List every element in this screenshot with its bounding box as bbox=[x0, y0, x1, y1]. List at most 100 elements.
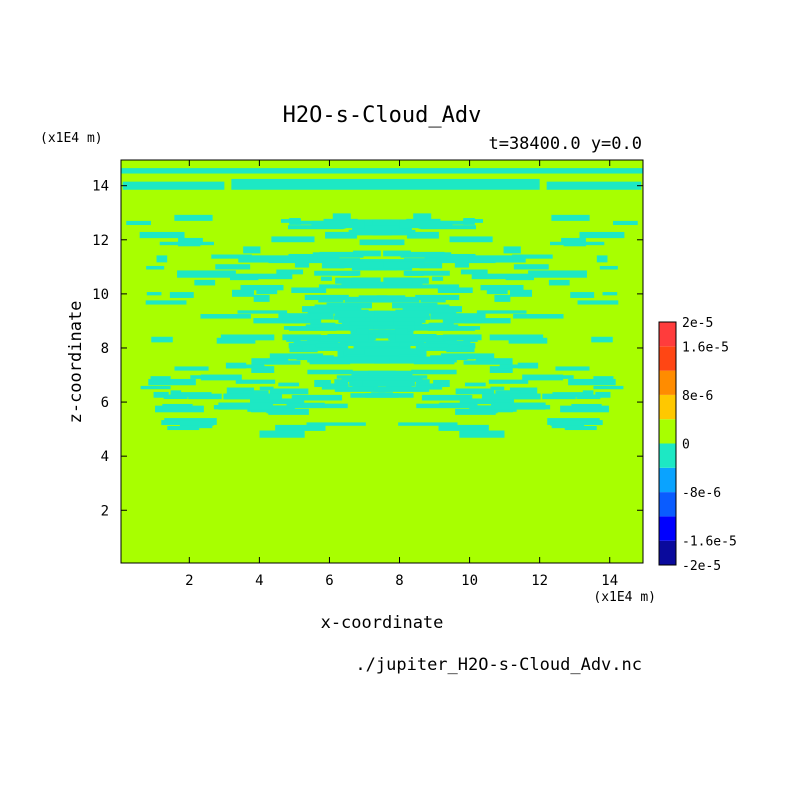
filament-patch bbox=[294, 261, 310, 268]
filament-patch bbox=[613, 220, 638, 226]
colorbar-cell bbox=[659, 467, 676, 493]
x-tick-label: 2 bbox=[185, 573, 193, 589]
filament-patch bbox=[552, 392, 587, 397]
filament-patch bbox=[269, 388, 309, 395]
filament-patch bbox=[170, 390, 182, 397]
filament-patch bbox=[302, 344, 349, 351]
filament-patch bbox=[341, 377, 384, 383]
negative-region-4 bbox=[546, 181, 642, 190]
x-axis-ticks: 2 4 6 8 10 12 14 bbox=[185, 160, 618, 589]
filament-patch bbox=[551, 214, 590, 221]
filament-patch bbox=[413, 213, 432, 221]
filament-patch bbox=[512, 254, 553, 259]
colorbar-frame bbox=[658, 321, 677, 566]
y-axis-ticks: 2 4 6 8 10 12 14 bbox=[92, 179, 643, 519]
filament-patch bbox=[570, 292, 595, 298]
filament-patch bbox=[508, 337, 548, 344]
filament-patch bbox=[291, 287, 327, 293]
y-tick-label: 10 bbox=[92, 287, 109, 303]
y-tick-label: 8 bbox=[101, 341, 109, 357]
filament-patch bbox=[174, 214, 213, 221]
colorbar-cell bbox=[659, 322, 676, 347]
filament-patch bbox=[374, 357, 432, 364]
filament-patch bbox=[271, 236, 315, 243]
negative-region-5 bbox=[318, 284, 460, 289]
filament-patch bbox=[362, 380, 415, 387]
filament-patch bbox=[449, 236, 493, 243]
filament-patch bbox=[415, 379, 430, 386]
filament-patch bbox=[220, 334, 275, 341]
filament-patch bbox=[513, 264, 549, 270]
filament-patch bbox=[163, 394, 188, 400]
filament-patch bbox=[555, 366, 590, 371]
filament-patch bbox=[200, 374, 242, 381]
filament-patch bbox=[452, 317, 482, 324]
filament-patch bbox=[215, 264, 251, 270]
filament-patch bbox=[256, 288, 278, 295]
filament-patch bbox=[275, 424, 326, 431]
filament-patch bbox=[537, 404, 551, 410]
filament-patch bbox=[398, 422, 458, 426]
filament-patch bbox=[265, 360, 301, 365]
filament-patch bbox=[455, 408, 496, 415]
filament-patch bbox=[235, 273, 293, 280]
filament-patch bbox=[283, 326, 316, 330]
filament-patch bbox=[464, 318, 511, 324]
filament-patch bbox=[282, 334, 321, 341]
filament-patch bbox=[211, 254, 252, 259]
filament-patch bbox=[148, 378, 196, 386]
filament-patch bbox=[373, 325, 428, 330]
filament-patch bbox=[251, 366, 275, 373]
filament-patch bbox=[349, 326, 361, 332]
negative-region-2 bbox=[231, 178, 540, 190]
filament-patch bbox=[309, 357, 351, 365]
filament-patch bbox=[315, 258, 361, 263]
x-axis-label: x-coordinate bbox=[321, 613, 444, 633]
filament-patch bbox=[349, 321, 394, 328]
filament-patch bbox=[577, 300, 619, 305]
filament-patch bbox=[344, 296, 393, 303]
filament-patch bbox=[430, 355, 468, 361]
filament-patch bbox=[352, 266, 398, 271]
colorbar-cell bbox=[659, 516, 676, 541]
filament-patch bbox=[282, 317, 312, 324]
colorbar-tick-label: 8e-6 bbox=[682, 389, 713, 404]
filament-patch bbox=[278, 382, 300, 387]
filament-patch bbox=[480, 408, 513, 413]
filament-patch bbox=[146, 292, 162, 296]
filament-patch bbox=[306, 422, 366, 426]
filament-patch bbox=[455, 388, 495, 395]
filament-patch bbox=[468, 255, 526, 263]
colorbar-labels: 2e-5 1.6e-5 8e-6 0 -8e-6 -1.6e-5 -2e-5 bbox=[682, 316, 737, 574]
filament-patch bbox=[352, 223, 412, 231]
filament-patch bbox=[399, 220, 452, 229]
filament-patch bbox=[268, 408, 309, 415]
filament-patch bbox=[463, 219, 484, 223]
filament-patch bbox=[459, 398, 514, 405]
filament-patch bbox=[339, 340, 400, 347]
filament-patch bbox=[464, 382, 486, 387]
colorbar-cell bbox=[659, 492, 676, 517]
filament-patch bbox=[481, 393, 541, 400]
x-tick-label: 8 bbox=[395, 573, 403, 589]
x-tick-label: 14 bbox=[601, 573, 618, 589]
filament-patch bbox=[398, 315, 431, 320]
filament-patch bbox=[460, 354, 475, 360]
filament-patch bbox=[415, 383, 443, 390]
filament-patch bbox=[291, 394, 343, 401]
filament-patch bbox=[595, 391, 611, 398]
filament-patch bbox=[346, 354, 366, 359]
filament-patch bbox=[579, 231, 625, 239]
filament-patch bbox=[231, 274, 243, 278]
filament-patch bbox=[459, 430, 505, 438]
filament-patch bbox=[280, 219, 301, 223]
filament-patch bbox=[406, 306, 463, 313]
filament-patch bbox=[510, 289, 533, 297]
filament-patch bbox=[494, 294, 511, 302]
filament-patch bbox=[140, 385, 171, 390]
colorbar-cell bbox=[659, 346, 676, 371]
filament-patch bbox=[374, 310, 430, 318]
filament-patch bbox=[151, 336, 173, 343]
filament-patch bbox=[213, 404, 227, 410]
filament-patch bbox=[521, 274, 533, 278]
